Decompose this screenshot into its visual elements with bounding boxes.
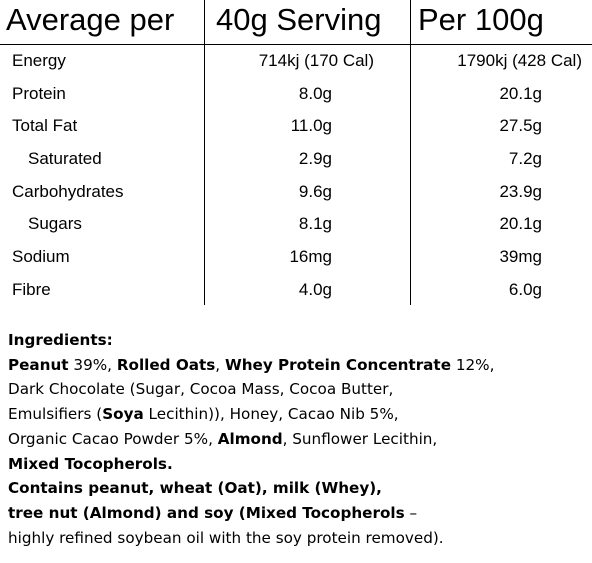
header-per-serving: 40g Serving xyxy=(216,2,382,37)
per-100g-value: 39mg xyxy=(499,247,542,266)
nutrition-row-carbohydrates: Carbohydrates 9.6g 23.9g xyxy=(0,176,592,208)
ingredients-line-4: Organic Cacao Powder 5%, Almond, Sunflow… xyxy=(8,429,438,448)
column-divider-1 xyxy=(204,0,205,305)
nutrition-row-saturated: Saturated 2.9g 7.2g xyxy=(0,143,592,175)
nutrient-label: Total Fat xyxy=(12,116,78,135)
allergen-line-3: highly refined soybean oil with the soy … xyxy=(8,528,444,547)
nutrient-label: Saturated xyxy=(28,149,102,168)
nutrient-label: Energy xyxy=(12,51,66,70)
per-serving-value: 8.1g xyxy=(298,214,332,233)
per-100g-value: 20.1g xyxy=(499,214,542,233)
per-serving-value: 11.0g xyxy=(290,116,332,135)
nutrition-row-fibre: Fibre 4.0g 6.0g xyxy=(0,274,592,306)
per-100g-value: 20.1g xyxy=(499,84,542,103)
nutrition-row-total-fat: Total Fat 11.0g 27.5g xyxy=(0,110,592,142)
per-100g-value: 1790kj (428 Cal) xyxy=(457,51,582,70)
nutrient-label: Protein xyxy=(12,84,66,103)
nutrient-label: Sugars xyxy=(28,214,82,233)
nutrient-label: Carbohydrates xyxy=(12,182,124,201)
allergen-line-2: tree nut (Almond) and soy (Mixed Tocophe… xyxy=(8,503,418,522)
nutrition-row-protein: Protein 8.0g 20.1g xyxy=(0,78,592,110)
nutrient-label: Sodium xyxy=(12,247,70,266)
nutrition-row-sugars: Sugars 8.1g 20.1g xyxy=(0,208,592,240)
nutrition-row-energy: Energy 714kj (170 Cal) 1790kj (428 Cal) xyxy=(0,45,592,77)
per-serving-value: 2.9g xyxy=(298,149,332,168)
per-100g-value: 23.9g xyxy=(499,182,542,201)
ingredients-line-1: Peanut 39%, Rolled Oats, Whey Protein Co… xyxy=(8,355,495,374)
per-serving-value: 4.0g xyxy=(298,280,332,299)
per-serving-value: 8.0g xyxy=(298,84,332,103)
ingredients-heading: Ingredients: xyxy=(8,331,113,349)
ingredients-line-2: Dark Chocolate (Sugar, Cocoa Mass, Cocoa… xyxy=(8,380,394,399)
ingredients-section: Ingredients: Peanut 39%, Rolled Oats, Wh… xyxy=(8,328,588,550)
nutrition-row-sodium: Sodium 16mg 39mg xyxy=(0,241,592,273)
per-serving-value: 16mg xyxy=(289,247,332,266)
ingredients-line-3: Emulsifiers (Soya Lecithin)), Honey, Cac… xyxy=(8,405,399,424)
header-per-100g: Per 100g xyxy=(418,2,544,37)
per-serving-value: 9.6g xyxy=(298,182,332,201)
per-100g-value: 27.5g xyxy=(499,116,542,135)
header-divider xyxy=(0,44,592,45)
per-serving-value: 714kj (170 Cal) xyxy=(258,51,374,70)
column-divider-2 xyxy=(410,0,411,305)
per-100g-value: 6.0g xyxy=(508,280,542,299)
per-100g-value: 7.2g xyxy=(508,149,542,168)
header-average-per: Average per xyxy=(6,2,175,37)
allergen-line-1: Contains peanut, wheat (Oat), milk (Whey… xyxy=(8,479,382,498)
nutrition-table: Average per 40g Serving Per 100g Energy … xyxy=(0,0,592,305)
ingredients-line-5: Mixed Tocopherols. xyxy=(8,454,173,473)
nutrient-label: Fibre xyxy=(12,280,51,299)
